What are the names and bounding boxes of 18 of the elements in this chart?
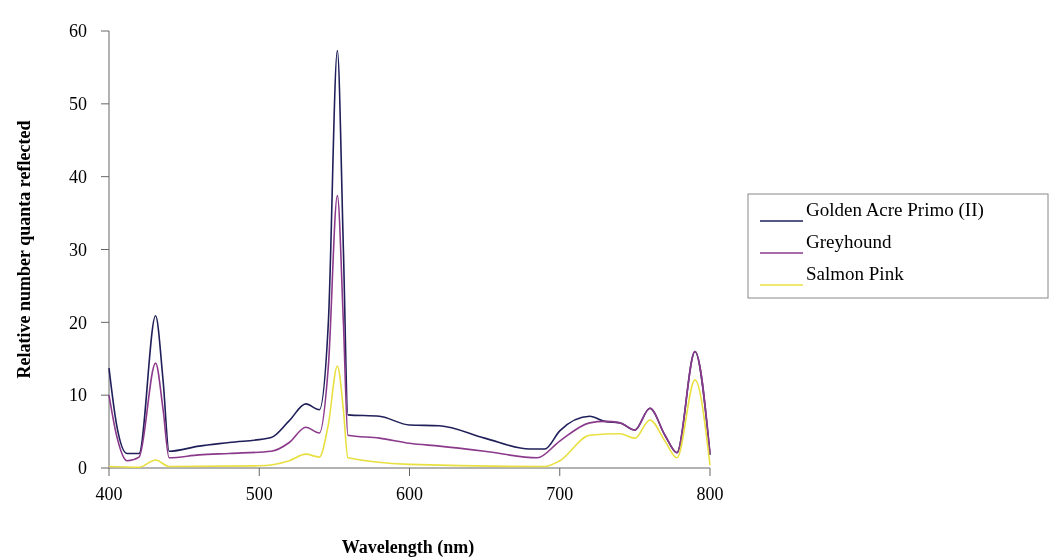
y-tick-label: 0 (78, 458, 87, 479)
y-tick-label: 10 (69, 385, 87, 406)
y-tick-label: 30 (69, 239, 87, 260)
x-axis-title: Wavelength (nm) (341, 537, 475, 558)
x-tick-label: 800 (696, 484, 724, 504)
x-tick-label: 700 (546, 484, 574, 504)
y-tick-label: 20 (69, 312, 87, 333)
legend-label: Salmon Pink (806, 263, 905, 284)
legend-label: Golden Acre Primo (II) (806, 199, 984, 221)
y-tick-label: 40 (69, 166, 87, 187)
legend-label: Greyhound (806, 231, 892, 252)
line-series (108, 194, 711, 462)
x-tick-label: 600 (396, 484, 423, 504)
y-tick-label: 50 (69, 94, 87, 115)
y-tick-label: 60 (69, 21, 87, 42)
x-tick-label: 400 (95, 484, 123, 504)
y-axis-title: Relative number quanta reflected (14, 120, 34, 379)
x-tick-label: 500 (245, 484, 273, 504)
